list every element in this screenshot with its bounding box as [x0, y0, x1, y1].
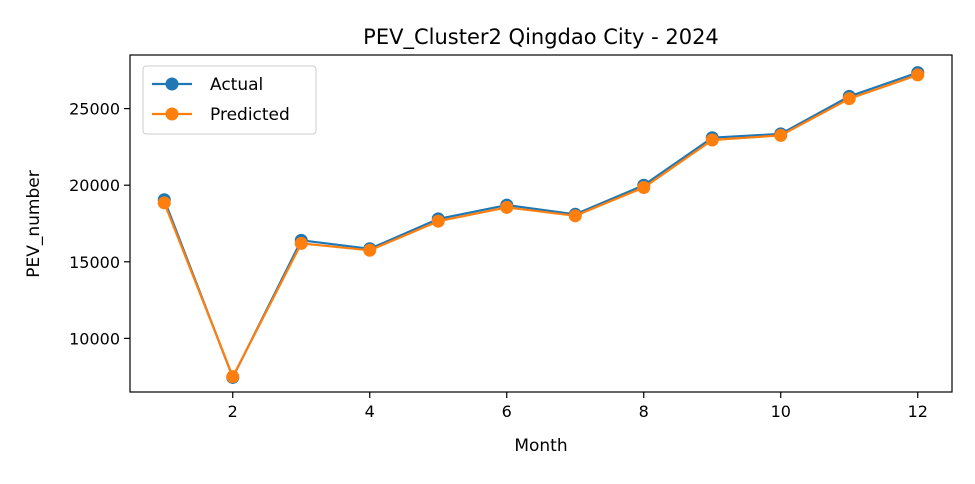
x-tick-label: 8 — [639, 402, 649, 421]
data-point — [637, 181, 651, 195]
series-layer — [157, 66, 925, 384]
y-tick-label: 25000 — [69, 100, 120, 119]
legend-entry: Predicted — [152, 105, 290, 125]
data-point — [431, 214, 445, 228]
x-tick-label: 6 — [502, 402, 512, 421]
x-tick-label: 10 — [771, 402, 791, 421]
data-point — [226, 370, 240, 384]
series-line — [163, 73, 919, 380]
chart-title: PEV_Cluster2 Qingdao City - 2024 — [363, 25, 719, 50]
data-point — [500, 200, 514, 214]
y-tick-label: 15000 — [69, 253, 120, 272]
data-point — [568, 209, 582, 223]
y-tick-label: 20000 — [69, 176, 120, 195]
y-tick-label: 10000 — [69, 329, 120, 348]
y-axis-label: PEV_number — [24, 170, 44, 277]
data-point — [842, 92, 856, 106]
legend-entry: Actual — [152, 75, 263, 95]
data-point — [363, 243, 377, 257]
series-predicted — [157, 68, 925, 384]
x-tick-label: 4 — [365, 402, 375, 421]
legend-marker — [165, 77, 179, 91]
x-axis: 2 4 6 8 10 12 — [228, 392, 928, 421]
data-point — [774, 128, 788, 142]
x-tick-label: 2 — [228, 402, 238, 421]
data-point — [157, 196, 171, 210]
data-point — [705, 133, 719, 147]
legend: Actual Predicted — [142, 65, 317, 135]
y-axis: 10000 15000 20000 25000 — [69, 100, 130, 348]
x-axis-label: Month — [514, 436, 567, 456]
plot-frame — [129, 54, 953, 393]
data-point — [294, 236, 308, 250]
series-line — [163, 71, 919, 381]
legend-label: Actual — [210, 75, 263, 95]
legend-marker — [165, 107, 179, 121]
data-point — [911, 68, 925, 82]
legend-label: Predicted — [210, 105, 290, 125]
x-tick-label: 12 — [908, 402, 928, 421]
